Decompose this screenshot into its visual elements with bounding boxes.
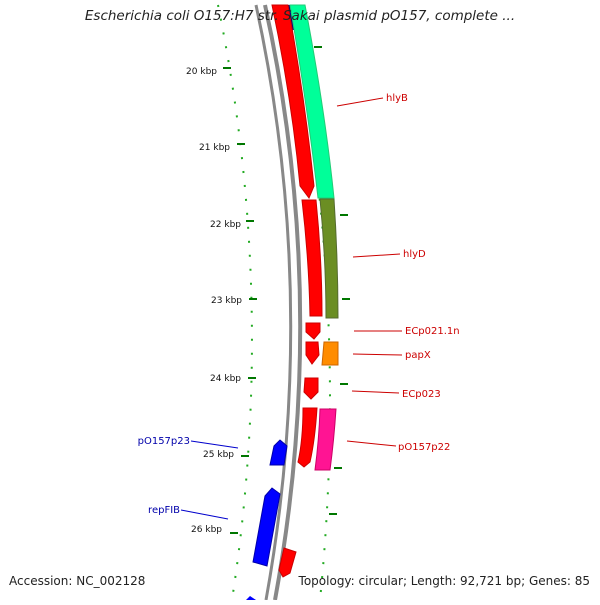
gene-blue-bottom	[246, 596, 256, 600]
gene-ECp021-1n	[305, 322, 321, 340]
label-ECp023: ECp023	[402, 389, 441, 400]
map-title: Escherichia coli O157:H7 str. Sakai plas…	[84, 8, 516, 24]
gene-red-large-1	[271, 4, 315, 199]
label-papX: papX	[405, 350, 431, 361]
gene-papX-red	[305, 341, 320, 365]
label-hlyD: hlyD	[403, 249, 426, 260]
hlyB-track	[289, 4, 335, 199]
gene-red-bottom	[278, 547, 297, 578]
tick-label-25kbp: 25 kbp	[203, 450, 234, 460]
repFIB-leader	[180, 509, 229, 520]
pO157p23-leader	[190, 440, 239, 449]
inner-tick-marks	[223, 67, 257, 534]
gene-red-large-2	[301, 199, 323, 317]
hlyD-track	[319, 198, 339, 319]
label-repFIB: repFIB	[148, 505, 180, 516]
backbone-outer	[263, 4, 303, 601]
pO157p22-track	[314, 408, 337, 471]
label-pO157p23: pO157p23	[138, 436, 190, 447]
pO157p22-leader	[346, 440, 397, 447]
tick-label-26kbp: 26 kbp	[191, 525, 222, 535]
ECp023-leader	[351, 390, 400, 394]
gene-repFIB	[252, 487, 281, 567]
label-ECp021-1n: ECp021.1n	[405, 326, 460, 337]
backbone-inner	[254, 4, 293, 601]
gene-pO157p22-red	[297, 407, 318, 468]
tick-label-20kbp: 20 kbp	[186, 67, 217, 77]
label-hlyB: hlyB	[386, 93, 408, 104]
gene-pO157p23	[269, 439, 288, 466]
summary-text: Topology: circular; Length: 92,721 bp; G…	[298, 574, 590, 588]
tick-label-23kbp: 23 kbp	[211, 296, 242, 306]
tick-label-22kbp: 22 kbp	[210, 220, 241, 230]
papX-track	[321, 341, 339, 366]
tick-label-21kbp: 21 kbp	[199, 143, 230, 153]
papX-leader	[352, 353, 403, 356]
label-pO157p22: pO157p22	[398, 442, 450, 453]
accession-text: Accession: NC_002128	[9, 574, 146, 588]
hlyB-leader	[336, 97, 384, 107]
outer-tick-marks	[314, 46, 350, 515]
hlyD-leader	[352, 253, 401, 258]
tick-label-24kbp: 24 kbp	[210, 374, 241, 384]
gene-ECp023	[303, 377, 319, 400]
